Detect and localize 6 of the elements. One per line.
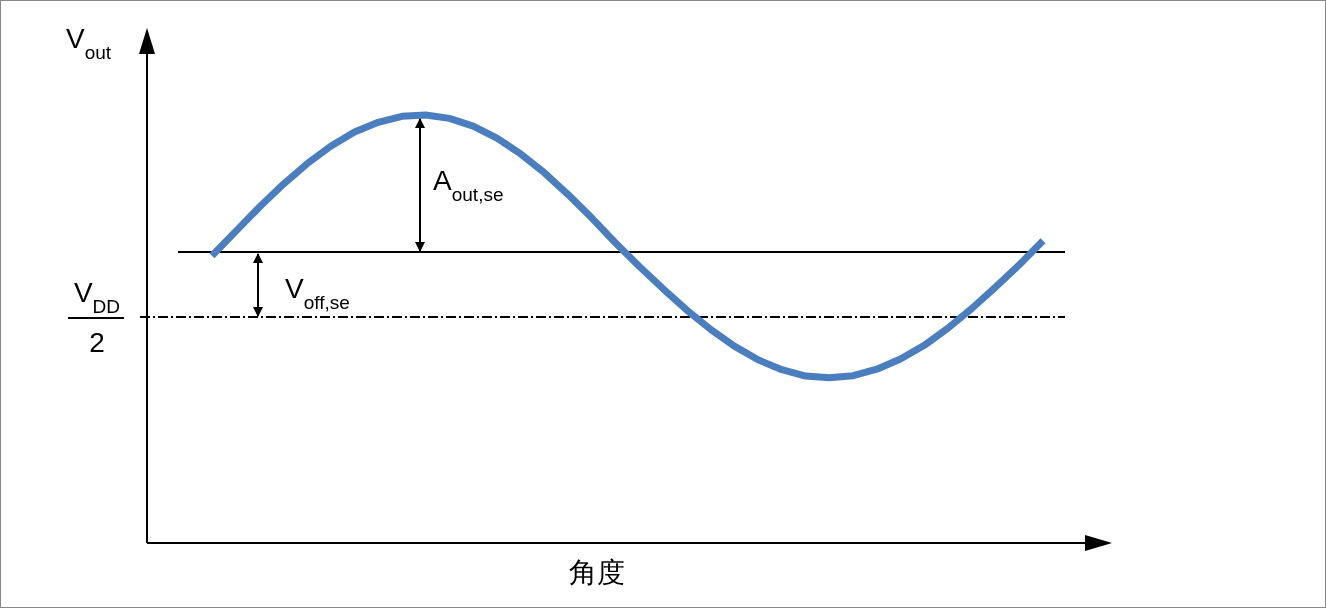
ref-line-label: A$_{out,se}$ (433, 165, 504, 205)
ref-label: V$_{DD}$ 2 (67, 277, 125, 358)
y-axis-title: V$_{out}$ (66, 23, 112, 63)
ref-line-label: V$_{DD}$ 2 (73, 277, 121, 358)
x-axis-title: 角度 (569, 557, 625, 588)
annotation: V$_{off,se}$ (285, 273, 350, 313)
